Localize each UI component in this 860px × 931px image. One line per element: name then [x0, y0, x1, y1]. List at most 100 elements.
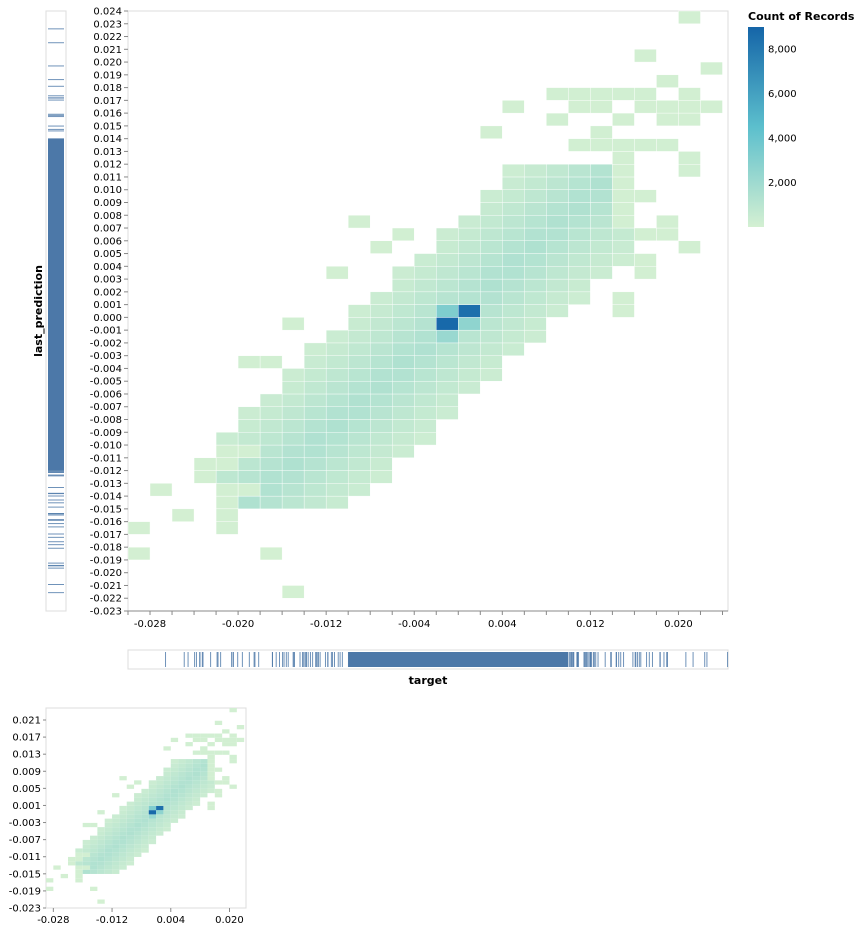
heatmap-cell	[524, 202, 547, 216]
heatmap-cell	[414, 419, 437, 433]
overview-cell	[214, 720, 223, 726]
heatmap-cell	[458, 291, 481, 305]
overview-cell	[156, 797, 164, 802]
heatmap-cell	[325, 432, 349, 446]
overview-cell	[112, 856, 120, 862]
overview-cell	[170, 763, 179, 768]
overview-cell	[141, 805, 149, 811]
y-tick-label: 0.001	[93, 300, 122, 311]
overview-cell	[104, 831, 113, 836]
heatmap-cell	[370, 457, 393, 471]
overview-cell	[75, 869, 83, 874]
heatmap-cell	[436, 381, 459, 395]
overview-cell	[156, 831, 164, 836]
overview-cell	[134, 844, 142, 849]
heatmap-cell	[590, 87, 613, 101]
y-tick-label: -0.016	[90, 517, 122, 528]
overview-cell	[229, 742, 237, 747]
overview-cell	[178, 801, 186, 806]
overview-cell	[207, 750, 215, 755]
overview-cell	[156, 788, 164, 794]
heatmap-cell	[303, 444, 327, 459]
y-tick-label: -0.008	[90, 415, 122, 426]
heatmap-cell	[678, 151, 701, 165]
overview-cell	[68, 861, 76, 866]
heatmap-cell	[502, 240, 525, 254]
y-tick-label: -0.013	[90, 479, 122, 490]
heatmap-cell	[590, 253, 613, 267]
heatmap-cell	[546, 87, 569, 101]
x-rug-dense	[348, 652, 569, 667]
overview-cell	[163, 776, 171, 781]
overview-cell	[178, 814, 186, 819]
overview-cell	[200, 759, 208, 764]
heatmap-cell	[259, 355, 283, 369]
overview-cell	[214, 788, 223, 794]
overview-cell	[214, 750, 223, 755]
overview-cell	[163, 827, 171, 832]
overview-cell	[104, 848, 113, 853]
heatmap-cell	[325, 355, 349, 369]
overview-cell	[134, 822, 142, 828]
overview-cell	[170, 793, 179, 798]
heatmap-cell	[502, 215, 525, 229]
heatmap-cell	[303, 483, 327, 497]
heatmap-cell	[436, 368, 459, 382]
heatmap-cell	[281, 585, 305, 599]
overview-cell	[112, 814, 120, 819]
heatmap-cell	[480, 278, 503, 293]
heatmap-cell	[546, 202, 569, 216]
overview-cell	[148, 784, 157, 789]
y-rug-strip	[45, 10, 67, 612]
heatmap-cell	[414, 393, 437, 407]
overview-cell	[192, 793, 201, 798]
heatmap-cell	[127, 521, 151, 535]
y-tick-label: 0.024	[93, 7, 122, 18]
overview-cell	[163, 805, 171, 811]
overview-cell	[104, 835, 113, 840]
heatmap-cell	[480, 266, 503, 280]
heatmap-cell	[325, 393, 349, 407]
heatmap-cell	[546, 253, 569, 267]
heatmap-cell	[502, 304, 525, 318]
overview-cell	[178, 810, 186, 815]
heatmap-cell	[436, 227, 459, 241]
heatmap-cell	[634, 87, 657, 101]
heatmap-cell	[414, 329, 437, 344]
overview-cell	[60, 873, 69, 879]
overview-cell	[163, 801, 171, 806]
overview-cell	[148, 814, 157, 819]
y-tick-label: -0.021	[90, 581, 122, 592]
heatmap-cell	[303, 393, 327, 407]
y-tick-label: 0.004	[93, 262, 122, 273]
overview-cell	[163, 746, 171, 751]
overview-cell	[141, 827, 149, 832]
overview-y-tick-label: 0.005	[12, 784, 41, 795]
overview-cell	[112, 861, 120, 866]
overview-cell	[185, 805, 193, 811]
overview-cell	[119, 865, 127, 870]
overview-cell	[112, 869, 120, 874]
heatmap-cell	[436, 278, 459, 293]
heatmap-cell	[458, 317, 481, 331]
overview-cell	[126, 848, 135, 853]
overview-cell	[126, 852, 135, 857]
overview-cell	[185, 763, 193, 768]
y-tick-label: -0.002	[90, 338, 122, 349]
heatmap-cell	[568, 202, 591, 216]
overview-cell	[200, 737, 208, 743]
overview-cell	[163, 814, 171, 819]
heatmap-cell	[347, 304, 371, 318]
heatmap-cell	[347, 419, 371, 433]
heatmap-cell	[392, 304, 415, 318]
overview-cell	[134, 793, 142, 798]
overview-cell	[82, 856, 91, 862]
overview-cell	[229, 754, 237, 760]
overview-cell	[192, 784, 201, 789]
overview-cell	[75, 848, 83, 853]
overview-cell	[134, 827, 142, 832]
y-rug-marks	[48, 28, 64, 594]
heatmap-cell	[524, 176, 547, 190]
overview-cell	[229, 759, 237, 764]
heatmap-cell	[370, 419, 393, 433]
